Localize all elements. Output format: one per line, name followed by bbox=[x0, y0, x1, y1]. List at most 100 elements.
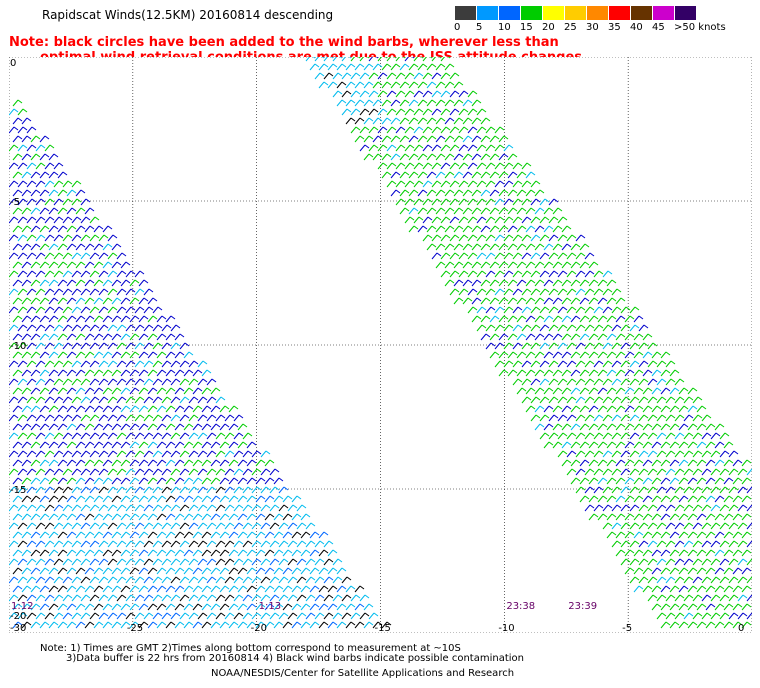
wind-barb bbox=[525, 369, 536, 377]
wind-barb bbox=[62, 288, 73, 296]
wind-barb bbox=[476, 324, 487, 332]
wind-barb bbox=[26, 216, 37, 224]
wind-barb bbox=[629, 432, 640, 440]
wind-barb bbox=[9, 414, 19, 422]
wind-barb bbox=[161, 468, 172, 476]
wind-barb bbox=[75, 387, 86, 395]
wind-barb bbox=[633, 405, 644, 413]
wind-barb bbox=[498, 297, 509, 305]
wind-barb bbox=[566, 378, 577, 386]
wind-barb bbox=[516, 189, 527, 197]
wind-barb bbox=[444, 189, 455, 197]
wind-barb bbox=[656, 396, 667, 404]
wind-barb bbox=[426, 225, 437, 233]
wind-barb bbox=[89, 252, 100, 260]
wind-barb bbox=[584, 432, 595, 440]
wind-barb bbox=[174, 333, 185, 341]
wind-barb bbox=[84, 279, 95, 287]
wind-barb bbox=[30, 243, 41, 251]
wind-barb bbox=[75, 243, 86, 251]
wind-barb bbox=[687, 405, 698, 413]
wind-barb bbox=[638, 468, 649, 476]
wind-barb bbox=[17, 108, 28, 116]
wind-barb bbox=[174, 369, 185, 377]
wind-barb bbox=[539, 432, 550, 440]
wind-barb bbox=[89, 396, 100, 404]
wind-barb bbox=[12, 153, 23, 161]
wind-barb bbox=[71, 306, 82, 314]
wind-barb bbox=[467, 216, 478, 224]
wind-barb bbox=[102, 459, 113, 467]
wind-barb bbox=[453, 135, 464, 143]
wind-barb bbox=[57, 441, 68, 449]
wind-barb bbox=[228, 405, 239, 413]
wind-barb bbox=[368, 72, 379, 80]
wind-barb bbox=[93, 405, 104, 413]
wind-barb bbox=[620, 360, 631, 368]
wind-barb bbox=[543, 243, 554, 251]
wind-barb bbox=[534, 189, 545, 197]
wind-barb bbox=[233, 450, 244, 458]
wind-barb bbox=[71, 252, 82, 260]
wind-barb bbox=[458, 270, 469, 278]
wind-barb bbox=[147, 459, 158, 467]
wind-barb bbox=[575, 252, 586, 260]
wind-barb bbox=[710, 468, 721, 476]
wind-barb bbox=[89, 450, 100, 458]
wind-barb bbox=[408, 153, 419, 161]
wind-barb bbox=[489, 207, 500, 215]
wind-barb bbox=[75, 351, 86, 359]
wind-barb bbox=[615, 387, 626, 395]
wind-barb bbox=[647, 360, 658, 368]
wind-barb bbox=[161, 342, 172, 350]
wind-barb bbox=[89, 378, 100, 386]
wind-barb bbox=[71, 198, 82, 206]
wind-barb bbox=[732, 477, 743, 485]
wind-barb bbox=[48, 207, 59, 215]
wind-barb bbox=[57, 171, 68, 179]
wind-barb bbox=[98, 468, 109, 476]
wind-barb bbox=[476, 270, 487, 278]
wind-barb bbox=[26, 288, 37, 296]
wind-barb bbox=[62, 468, 73, 476]
wind-barb bbox=[84, 225, 95, 233]
wind-barb bbox=[129, 297, 140, 305]
wind-barb bbox=[701, 468, 712, 476]
wind-barb bbox=[26, 360, 37, 368]
wind-barb bbox=[584, 468, 595, 476]
wind-barb bbox=[386, 162, 397, 170]
wind-barb bbox=[93, 297, 104, 305]
wind-barb bbox=[746, 468, 752, 476]
wind-barb bbox=[570, 351, 581, 359]
wind-barb bbox=[102, 315, 113, 323]
wind-barb bbox=[116, 432, 127, 440]
wind-barb bbox=[633, 351, 644, 359]
wind-barb bbox=[570, 477, 581, 485]
wind-barb bbox=[93, 369, 104, 377]
wind-barb bbox=[575, 324, 586, 332]
wind-barb bbox=[179, 342, 190, 350]
wind-barb bbox=[642, 441, 653, 449]
wind-barb bbox=[30, 441, 41, 449]
wind-barb bbox=[629, 468, 640, 476]
wind-barb bbox=[462, 171, 473, 179]
wind-barb bbox=[503, 270, 514, 278]
wind-barb bbox=[669, 405, 680, 413]
wind-barb bbox=[26, 144, 37, 152]
wind-barb bbox=[197, 450, 208, 458]
wind-barb bbox=[552, 387, 563, 395]
wind-barb bbox=[494, 144, 505, 152]
wind-barb bbox=[395, 72, 406, 80]
wind-barb bbox=[534, 333, 545, 341]
wind-barb bbox=[548, 396, 559, 404]
wind-barb bbox=[12, 189, 23, 197]
wind-barb bbox=[435, 225, 446, 233]
wind-barb bbox=[489, 333, 500, 341]
wind-barb bbox=[224, 450, 235, 458]
wind-barb bbox=[476, 126, 487, 134]
wind-barb bbox=[62, 342, 73, 350]
wind-barb bbox=[480, 117, 491, 125]
wind-barb bbox=[669, 459, 680, 467]
wind-barb bbox=[480, 153, 491, 161]
wind-barb bbox=[552, 207, 563, 215]
